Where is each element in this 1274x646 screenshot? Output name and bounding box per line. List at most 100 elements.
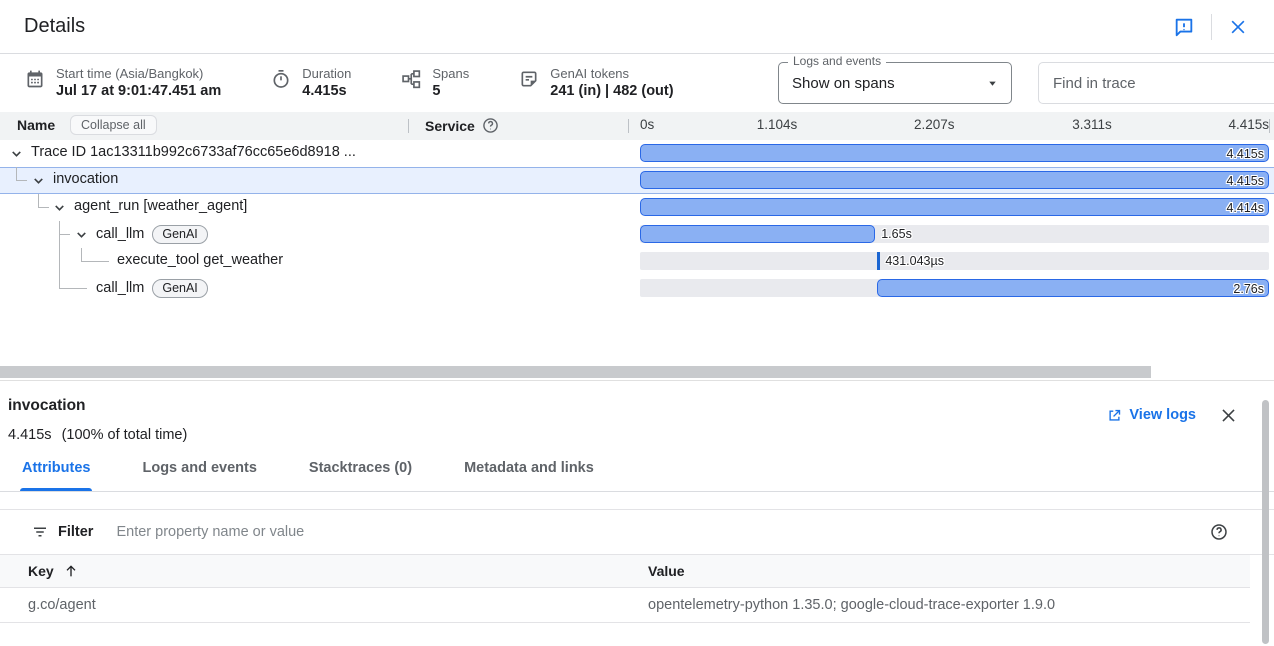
chevron-down-icon[interactable] [52,200,67,215]
toolbar-stats: Start time (Asia/Bangkok) Jul 17 at 9:01:… [25,65,674,101]
tree-line [59,248,60,275]
trace-span-row[interactable]: call_llm GenAI 1.65s [0,221,1274,248]
collapse-all-button[interactable]: Collapse all [70,115,157,135]
details-header: Details [0,0,1274,54]
feedback-icon[interactable] [1173,16,1195,38]
attribute-row[interactable]: g.co/agent opentelemetry-python 1.35.0; g… [0,588,1250,623]
stat-label: Duration [302,66,352,81]
waterfall-rows: Trace ID 1ac13311b992c6733af76cc65e6d891… [0,140,1274,302]
stat-text: Start time (Asia/Bangkok) Jul 17 at 9:01:… [56,65,221,101]
tab-attributes[interactable]: Attributes [20,460,93,491]
stat-label: GenAI tokens [550,66,630,81]
key-column-header[interactable]: Key [28,563,79,579]
duration-bar[interactable]: 2.76s [876,279,1269,297]
find-in-trace-input[interactable] [1038,62,1274,104]
view-logs-link[interactable]: View logs [1107,407,1196,423]
close-span-panel-icon[interactable] [1219,406,1238,425]
timeline-ticks: 0s 1.104s 2.207s 3.311s 4.415s [640,117,1269,135]
service-column-header: Service [425,117,499,134]
filter-input[interactable] [114,523,1210,541]
span-timeline: 4.415s [640,144,1269,162]
duration-label: 431.043µs [885,254,944,268]
dropdown-value: Show on spans [792,74,895,92]
tree-elbow [16,167,17,180]
span-timeline: 4.415s [640,171,1269,189]
stat-label: Start time (Asia/Bangkok) [56,66,204,81]
tab-stacktraces-0-[interactable]: Stacktraces (0) [308,460,413,476]
trace-span-row[interactable]: call_llm GenAI 2.76s [0,275,1274,302]
duration-label: 1.65s [881,227,912,241]
logs-and-events-dropdown[interactable]: Logs and events Show on spans [778,54,1012,104]
stat-text: GenAI tokens 241 (in) | 482 (out) [550,65,673,101]
tab-logs-and-events[interactable]: Logs and events [142,460,257,476]
tree-elbow [81,261,109,262]
duration-bar[interactable]: 4.415s [640,171,1269,189]
filter-icon [31,523,49,541]
trace-span-row[interactable]: execute_tool get_weather 431.043µs [0,248,1274,275]
open-in-new-icon [1107,408,1122,423]
stat-value: 4.415s [302,83,347,99]
vertical-scrollbar[interactable] [1262,400,1269,644]
service-label: Service [425,117,475,134]
timeline-tick-label: 3.311s [1072,117,1112,132]
sort-ascending-icon [63,563,79,579]
trace-span-row[interactable]: invocation 4.415s [0,167,1274,194]
trace-span-row[interactable]: Trace ID 1ac13311b992c6733af76cc65e6d891… [0,140,1274,167]
tree-elbow [38,194,39,207]
close-icon[interactable] [1228,17,1248,37]
stat-value: 241 (in) | 482 (out) [550,83,674,99]
chevron-down-icon[interactable] [9,146,24,161]
tree-elbow [81,248,82,261]
span-name: invocation [53,171,119,187]
value-column-header: Value [648,563,685,579]
dropdown-arrow-icon [987,78,998,89]
column-divider[interactable] [628,119,629,133]
name-column-header: Name [17,117,56,133]
span-name: call_llm GenAI [96,225,208,244]
chevron-down-icon[interactable] [74,227,89,242]
attributes-filter-bar: Filter [0,509,1274,555]
duration-label: 4.414s [1226,201,1264,215]
duration-label: 4.415s [1226,174,1264,188]
trace-toolbar: Start time (Asia/Bangkok) Jul 17 at 9:01:… [0,54,1274,112]
column-divider [1269,119,1270,133]
timeline-tick-label: 1.104s [756,117,798,132]
duration-bar[interactable]: 4.414s [640,198,1269,216]
span-name: Trace ID 1ac13311b992c6733af76cc65e6d891… [31,144,356,160]
calendar-icon [25,69,45,89]
toolbar-stat: Start time (Asia/Bangkok) Jul 17 at 9:01:… [25,65,221,101]
span-timeline: 4.414s [640,198,1269,216]
duration-bar[interactable] [640,225,876,243]
trace-span-row[interactable]: agent_run [weather_agent] 4.414s [0,194,1274,221]
tree-elbow [59,288,87,289]
span-timeline: 431.043µs [640,252,1269,270]
help-icon[interactable] [482,117,499,134]
span-timeline: 1.65s [640,225,1269,243]
timeline-tick-label: 4.415s [1228,117,1269,132]
genai-badge: GenAI [152,225,208,244]
column-divider[interactable] [408,119,409,133]
tree-elbow [59,275,60,288]
toolbar-stat: GenAI tokens 241 (in) | 482 (out) [519,65,674,101]
attribute-key: g.co/agent [28,597,96,613]
attributes-table-header: Key Value [0,555,1250,588]
duration-label: 4.415s [1226,147,1264,161]
chevron-down-icon[interactable] [31,173,46,188]
help-icon[interactable] [1210,523,1228,541]
timeline-track [640,252,1269,270]
span-name: execute_tool get_weather [117,252,284,268]
duration-bar[interactable]: 4.415s [640,144,1269,162]
stat-text: Spans 5 [432,65,469,101]
view-logs-label: View logs [1129,407,1196,423]
span-name: call_llm GenAI [96,279,208,298]
span-percent: (100% of total time) [61,427,188,443]
stat-value: Jul 17 at 9:01:47.451 am [56,83,222,99]
horizontal-scrollbar[interactable] [0,366,1151,378]
stat-label: Spans [432,66,470,81]
timeline-tick-label: 0s [640,117,655,132]
duration-tick[interactable] [876,252,880,270]
tab-metadata-and-links[interactable]: Metadata and links [464,460,594,476]
stopwatch-icon [271,69,291,89]
dropdown-legend: Logs and events [788,54,887,68]
